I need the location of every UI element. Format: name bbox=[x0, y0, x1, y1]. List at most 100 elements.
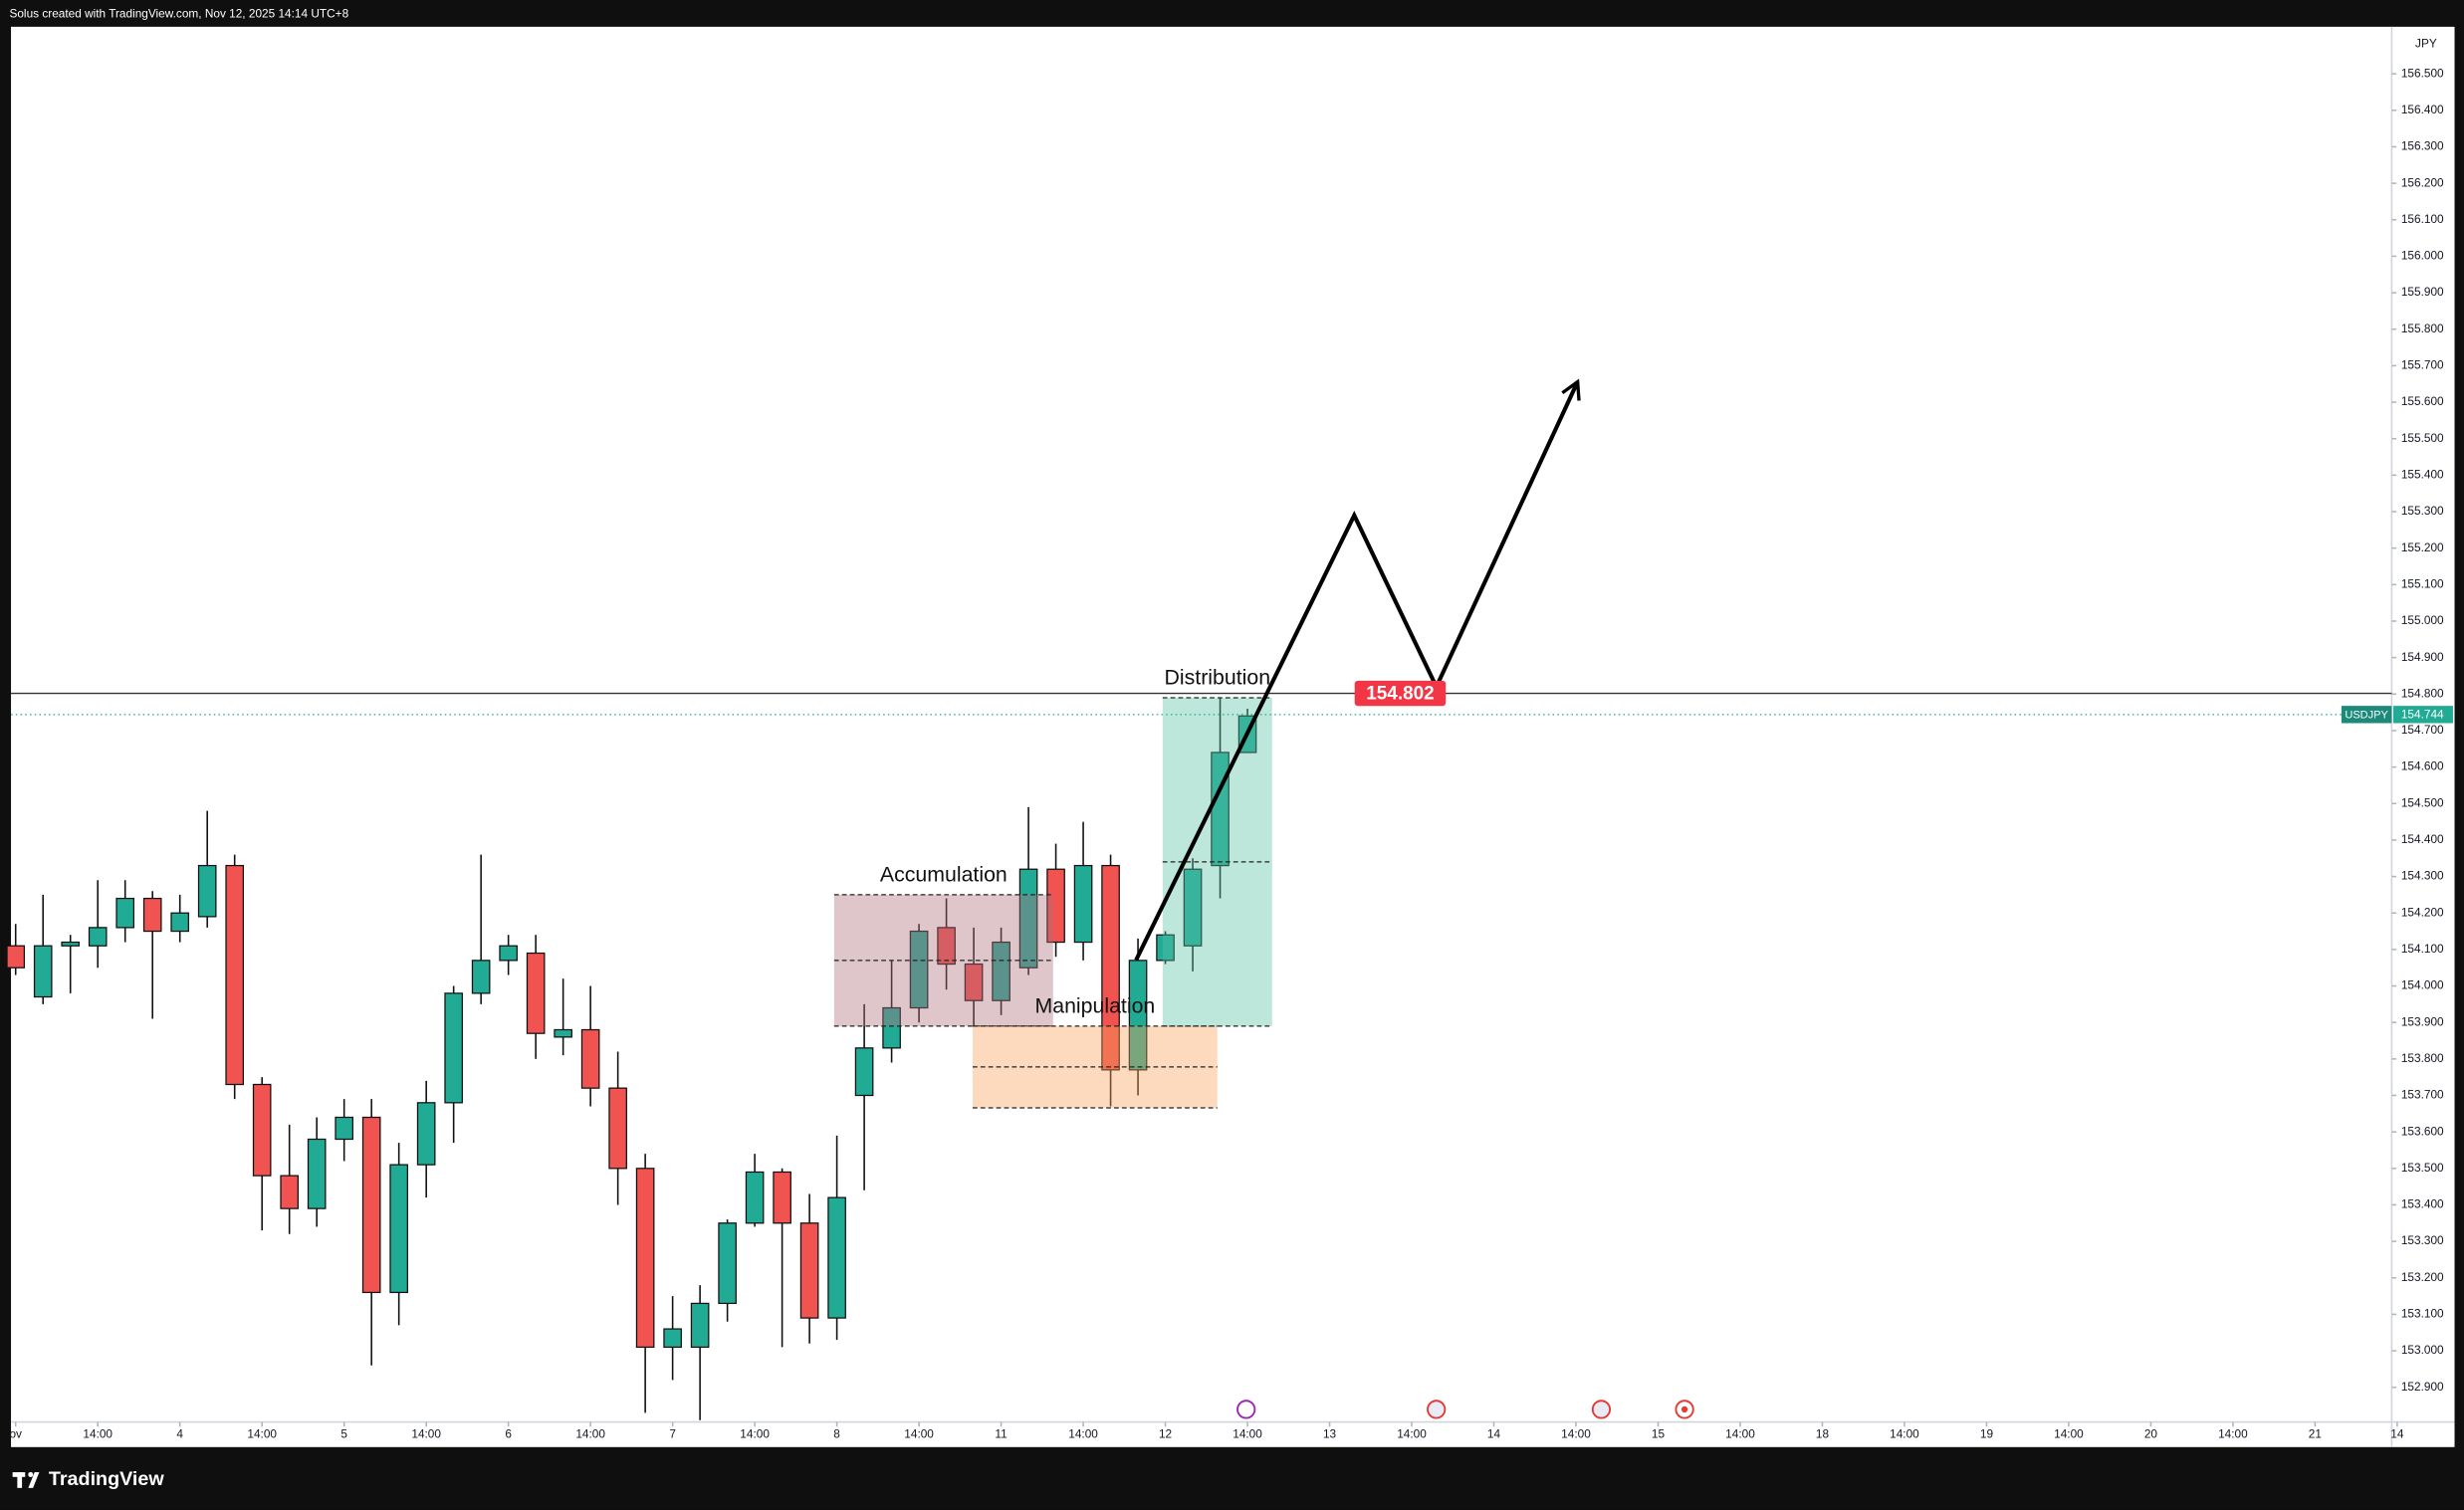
x-tick-label: 14:00 bbox=[247, 1426, 277, 1440]
y-tick-label: 154.900 bbox=[2401, 650, 2444, 664]
y-tick-label: 156.000 bbox=[2401, 249, 2444, 263]
candle-body bbox=[799, 1222, 819, 1319]
x-tick-label: 14:00 bbox=[1561, 1426, 1591, 1440]
header: Solus created with TradingView.com, Nov … bbox=[9, 6, 348, 20]
y-tick-label: 154.000 bbox=[2401, 978, 2444, 992]
y-tick-label: 154.600 bbox=[2401, 759, 2444, 773]
y-tick-label: 155.400 bbox=[2401, 467, 2444, 481]
x-tick-label: 21 bbox=[2309, 1426, 2322, 1440]
candle-body bbox=[854, 1047, 874, 1097]
x-tick-label: 14:00 bbox=[740, 1426, 770, 1440]
logo bbox=[12, 1471, 40, 1488]
x-tick-label: 4 bbox=[176, 1426, 183, 1440]
zone-label: Distribution bbox=[1165, 666, 1271, 690]
candle-body bbox=[554, 1028, 572, 1038]
candle-body bbox=[335, 1116, 353, 1141]
symbol-tag-text: USDJPY bbox=[2345, 710, 2388, 722]
candle-body bbox=[526, 952, 546, 1034]
zone-label: Accumulation bbox=[880, 863, 1008, 887]
chart-area bbox=[11, 26, 2455, 1447]
y-tick-label: 153.300 bbox=[2401, 1233, 2444, 1247]
y-tick-label: 155.900 bbox=[2401, 285, 2444, 299]
x-tick-label: 14:00 bbox=[1890, 1426, 1919, 1440]
y-tick-label: 155.700 bbox=[2401, 358, 2444, 372]
y-tick-label: 155.000 bbox=[2401, 613, 2444, 627]
y-tick-label: 155.500 bbox=[2401, 431, 2444, 445]
candle-body bbox=[361, 1116, 381, 1294]
x-tick-label: 15 bbox=[1652, 1426, 1666, 1440]
x-tick-label: 18 bbox=[1816, 1426, 1830, 1440]
candle-body bbox=[635, 1168, 655, 1349]
candle-body bbox=[718, 1222, 737, 1305]
y-tick-label: 155.800 bbox=[2401, 322, 2444, 335]
y-tick-label: 153.900 bbox=[2401, 1014, 2444, 1028]
candle-body bbox=[115, 897, 135, 929]
candle-body bbox=[142, 897, 162, 933]
level-tag bbox=[1354, 680, 1447, 707]
y-tick-label: 156.200 bbox=[2401, 175, 2444, 189]
y-tick-label: 154.700 bbox=[2401, 723, 2444, 737]
y-tick-label: 153.400 bbox=[2401, 1197, 2444, 1211]
y-tick-label: 156.400 bbox=[2401, 103, 2444, 116]
x-tick-label: 14:00 bbox=[2218, 1426, 2248, 1440]
x-tick-label: 14:00 bbox=[411, 1426, 441, 1440]
candle-body bbox=[663, 1328, 682, 1349]
candle-body bbox=[937, 927, 956, 966]
footer-brand: TradingView bbox=[49, 1468, 164, 1490]
y-tick-label: 156.100 bbox=[2401, 212, 2444, 226]
x-tick-label: 19 bbox=[1980, 1426, 1994, 1440]
candle-body bbox=[88, 927, 108, 947]
candle-body bbox=[1156, 934, 1175, 962]
x-tick-label: 13 bbox=[1323, 1426, 1337, 1440]
candle-body bbox=[1101, 864, 1120, 1071]
candle-body bbox=[1046, 868, 1065, 944]
candle-body bbox=[416, 1102, 436, 1166]
y-tick-label: 156.300 bbox=[2401, 139, 2444, 153]
y-tick-label: 155.300 bbox=[2401, 504, 2444, 518]
candle-body bbox=[499, 945, 518, 962]
candle-body bbox=[1073, 864, 1093, 944]
x-tick-label: 8 bbox=[833, 1426, 840, 1440]
y-tick-label: 154.200 bbox=[2401, 905, 2444, 919]
candle-body bbox=[307, 1138, 327, 1209]
candle-body bbox=[1183, 868, 1203, 947]
candle-body bbox=[882, 1006, 901, 1049]
candle-body bbox=[690, 1302, 710, 1349]
candle-body bbox=[964, 963, 984, 1001]
projection-arrow bbox=[1134, 378, 1581, 962]
candle-body bbox=[992, 941, 1010, 1001]
y-tick-label: 154.800 bbox=[2401, 686, 2444, 700]
currency: JPY bbox=[2415, 36, 2437, 50]
x-tick-label: 14:00 bbox=[1725, 1426, 1755, 1440]
zone-label: Manipulation bbox=[1035, 994, 1156, 1018]
x-tick-label: ov bbox=[9, 1426, 22, 1440]
y-tick-label: 152.900 bbox=[2401, 1380, 2444, 1394]
x-tick-label: 14 bbox=[1487, 1426, 1501, 1440]
x-tick-label: 14:00 bbox=[575, 1426, 605, 1440]
candle-body bbox=[580, 1028, 600, 1089]
candle-body bbox=[444, 992, 463, 1104]
candle-body bbox=[61, 941, 81, 947]
candle-body bbox=[773, 1171, 791, 1224]
x-tick-label: 6 bbox=[505, 1426, 512, 1440]
y-tick-label: 155.100 bbox=[2401, 576, 2444, 590]
y-tick-label: 154.100 bbox=[2401, 942, 2444, 956]
y-tick-label: 155.600 bbox=[2401, 394, 2444, 408]
candle-body bbox=[197, 864, 217, 918]
x-tick-label: 14:00 bbox=[1397, 1426, 1427, 1440]
y-tick-label: 153.100 bbox=[2401, 1307, 2444, 1321]
y-tick-label: 153.600 bbox=[2401, 1124, 2444, 1138]
y-tick-label: 153.700 bbox=[2401, 1088, 2444, 1102]
x-tick-label: 12 bbox=[1159, 1426, 1172, 1440]
x-tick-label: 11 bbox=[995, 1426, 1007, 1440]
candle-body bbox=[471, 960, 491, 994]
price-tag bbox=[2392, 706, 2453, 724]
candle-body bbox=[608, 1087, 627, 1170]
candle-body bbox=[33, 945, 53, 998]
candle-body bbox=[170, 912, 190, 933]
candle-body bbox=[252, 1083, 272, 1177]
candle-body bbox=[827, 1196, 846, 1319]
price-tag-text: 154.744 bbox=[2401, 708, 2444, 722]
level-tag-text: 154.802 bbox=[1366, 683, 1434, 704]
